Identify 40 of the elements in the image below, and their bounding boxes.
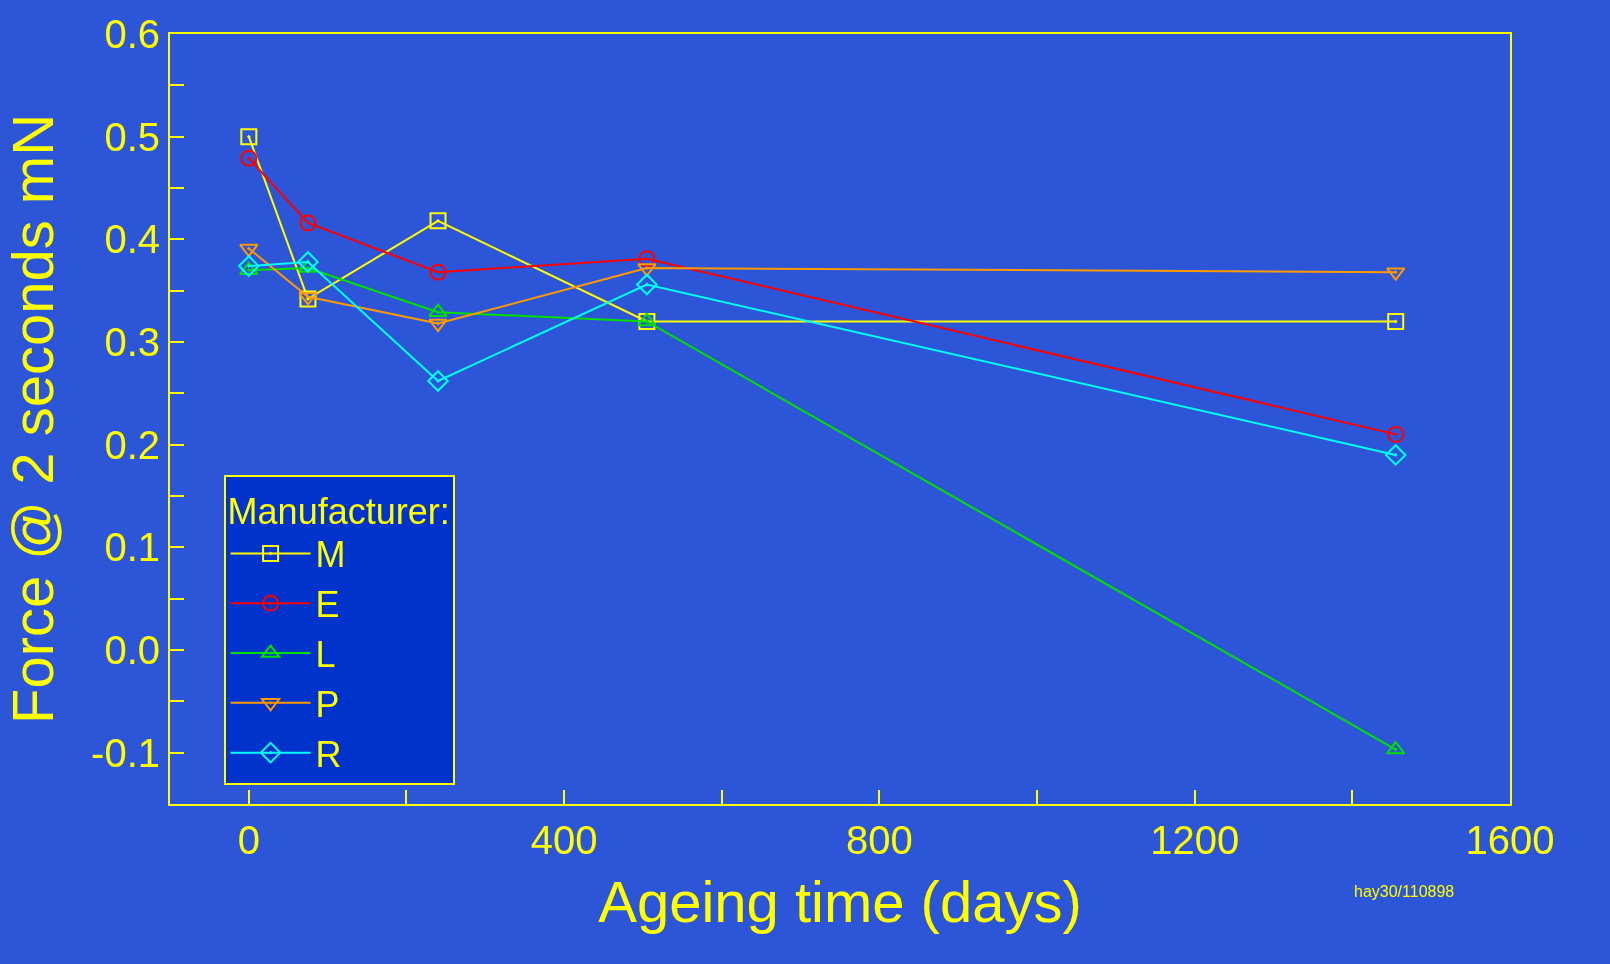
point xyxy=(1384,444,1407,466)
point xyxy=(1386,741,1406,755)
point xyxy=(428,318,448,333)
point xyxy=(1386,267,1406,281)
legend-label: M xyxy=(315,534,346,576)
y-tick-label: 0.1 xyxy=(104,525,160,570)
legend-title: Manufacturer: xyxy=(227,490,450,532)
point xyxy=(1387,312,1405,330)
y-tick-label: -0.1 xyxy=(91,730,160,775)
point xyxy=(297,251,319,273)
point xyxy=(429,263,447,281)
point xyxy=(299,214,317,232)
x-tick-label: 1600 xyxy=(1465,818,1555,862)
point xyxy=(637,263,657,277)
legend-label: E xyxy=(315,584,340,626)
point xyxy=(429,212,447,230)
y-tick-label: 0.6 xyxy=(104,12,160,56)
text: hay30/110898 xyxy=(1354,883,1455,900)
y-tick-label: 0.0 xyxy=(104,628,160,672)
point xyxy=(240,149,258,167)
x-tick-label: 1200 xyxy=(1150,818,1240,862)
y-tick-label: 0.3 xyxy=(104,320,160,364)
legend-label: R xyxy=(315,733,342,775)
point xyxy=(240,128,258,146)
y-tick-label: 0.4 xyxy=(104,217,160,262)
x-axis-title: Ageing time (days) xyxy=(598,868,1082,934)
y-axis-title: Force @ 2 seconds mN xyxy=(0,113,65,725)
point xyxy=(1387,425,1405,443)
y-tick-label: 0.2 xyxy=(104,422,160,467)
x-tick-label: 0 xyxy=(237,818,260,862)
point xyxy=(238,255,260,277)
legend-label: P xyxy=(315,683,340,725)
point xyxy=(638,250,656,268)
point xyxy=(427,370,449,392)
x-tick-label: 400 xyxy=(530,818,598,862)
x-tick-label: 800 xyxy=(846,818,913,862)
legend-label: L xyxy=(315,634,336,676)
y-tick-label: 0.5 xyxy=(104,114,160,159)
point xyxy=(636,273,658,296)
point xyxy=(239,243,259,258)
